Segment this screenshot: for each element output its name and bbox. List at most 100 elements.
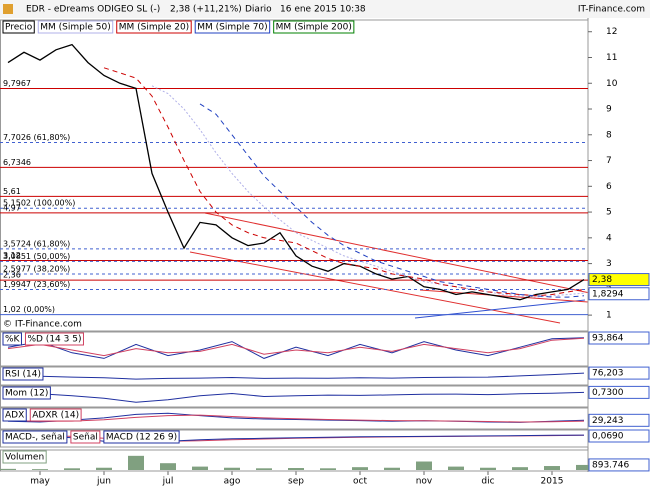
value-marker [588, 385, 650, 399]
value-marker [588, 429, 650, 443]
panel-frame [0, 366, 589, 386]
series-line [103, 67, 585, 297]
series-line [7, 372, 585, 380]
x-tick-label: dic [481, 477, 494, 487]
bar [224, 467, 240, 470]
y-tick-label: 10 [606, 79, 618, 89]
value-marker-label: 893.746 [592, 460, 629, 470]
level-label: 3,5724 (61,80%) [3, 239, 70, 248]
value-marker [588, 331, 650, 345]
legend-box [2, 332, 22, 346]
legend-box [70, 430, 101, 444]
legend-label: MACD (12 26 9) [106, 433, 177, 443]
header-quote: 2,38 (+11,21%) [170, 5, 242, 15]
legend-label: MM (Simple 70) [197, 23, 267, 33]
value-marker [588, 366, 650, 380]
y-tick-label: 8 [606, 130, 612, 140]
legend-box [2, 386, 51, 400]
value-marker-label: 0,7300 [592, 388, 624, 398]
level-label: 1,02 (0,00%) [3, 305, 55, 314]
legend-box [2, 20, 35, 34]
level-label: 3,12 [3, 251, 21, 260]
level-label: 9,7967 [3, 79, 31, 88]
legend-label: %D (14 3 5) [27, 335, 81, 345]
series-line [7, 414, 585, 423]
bar [64, 468, 80, 470]
bar [160, 463, 176, 470]
watermark: © IT-Finance.com [3, 320, 82, 330]
x-tick-label: may [30, 477, 50, 487]
y-tick-label: 1 [606, 311, 612, 321]
level-label: 2,5977 (38,20%) [3, 264, 70, 273]
legend-label: Mom (12) [5, 389, 48, 399]
legend-label: Volumen [5, 453, 44, 463]
value-marker [588, 273, 650, 287]
y-tick-label: 7 [606, 156, 612, 166]
legend-label: ADX [5, 411, 24, 421]
legend-label: MM (Simple 50) [40, 23, 110, 33]
value-marker-label: 29,243 [592, 416, 624, 426]
legend-label: %K [5, 335, 21, 345]
bar [0, 468, 16, 470]
header-date: 16 ene 2015 10:38 [280, 5, 366, 15]
bar [256, 468, 272, 470]
value-marker [588, 458, 650, 472]
legend-box [194, 20, 271, 34]
bar [192, 466, 208, 470]
legend-box [24, 332, 84, 346]
series-line [7, 391, 585, 403]
value-marker [588, 287, 650, 301]
bar [352, 467, 368, 470]
bar [128, 455, 144, 470]
value-marker-label: 1,8294 [592, 289, 624, 299]
panel-frame [0, 19, 589, 332]
x-tick-label: jul [162, 477, 174, 487]
level-label: 1,9947 (23,60%) [3, 280, 70, 289]
panel-frame [0, 449, 589, 472]
trend-line [189, 251, 561, 324]
level-label: 7,7026 (61,80%) [3, 133, 70, 142]
icon [3, 4, 13, 14]
bar [32, 469, 48, 470]
legend-box [273, 20, 355, 34]
legend-box [37, 20, 114, 34]
value-marker-label: 0,0690 [592, 432, 624, 442]
legend-box [116, 20, 192, 34]
panel-frame [0, 331, 589, 367]
bar [544, 466, 560, 470]
bar [512, 467, 528, 470]
x-tick-label: 2015 [541, 477, 564, 487]
legend-label: RSI (14) [5, 370, 41, 380]
header-bar [0, 0, 650, 18]
legend-label: MM (Simple 200) [276, 23, 352, 33]
y-tick-label: 5 [606, 208, 612, 218]
bar [448, 466, 464, 470]
series-line [7, 43, 585, 301]
value-marker-label: 76,203 [592, 369, 624, 379]
level-label: 4,97 [3, 203, 21, 212]
value-marker-label: 2,38 [592, 275, 612, 285]
legend-label: Señal [73, 433, 98, 443]
legend-box [2, 408, 27, 422]
panel-frame [0, 385, 589, 408]
y-tick-label: 4 [606, 233, 612, 243]
legend-box [103, 430, 180, 444]
series-line [7, 337, 585, 357]
legend-box [2, 430, 68, 444]
legend-box [2, 450, 47, 464]
y-tick-label: 6 [606, 182, 612, 192]
bar [416, 461, 432, 470]
legend-label: MACD-, señal [5, 433, 65, 443]
value-marker-label: 93,864 [592, 334, 624, 344]
header-title: EDR - eDreams ODIGEO SL (-) [26, 5, 160, 15]
x-tick-label: nov [416, 477, 433, 487]
bar [96, 467, 112, 470]
level-label: 6,7346 [3, 158, 31, 167]
bar [288, 468, 304, 470]
level-label: 2,36 [3, 271, 21, 280]
legend-box [2, 367, 44, 381]
x-tick-label: oct [353, 477, 367, 487]
x-tick-label: sep [288, 477, 304, 487]
